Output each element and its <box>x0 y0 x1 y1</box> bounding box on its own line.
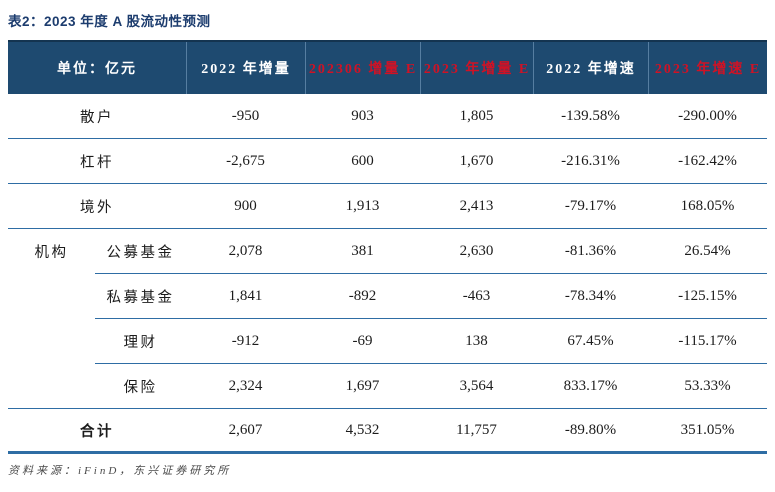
cell-value-4: -162.42% <box>678 152 737 169</box>
cell-value-1: -892 <box>348 288 377 304</box>
liquidity-forecast-table: 单位：亿元 2022 年增量 202306 增量 E 2023 年增量 E 2022 年… <box>8 40 767 454</box>
cell-value-2: 2,630 <box>459 243 494 259</box>
header-cell-5: 2023 年增速 E <box>648 42 767 94</box>
table-header-row: 单位：亿元 2022 年增量 202306 增量 E 2023 年增量 E 2022 年… <box>8 40 767 94</box>
table-row-ganggan: 杠杆 -2,675 600 1,670 -216.31% -162.42% <box>8 139 767 184</box>
cell-value-4: 26.54% <box>684 243 731 259</box>
cell-value-1: 4,532 <box>345 421 380 438</box>
cell-value-4: -125.15% <box>678 288 737 304</box>
cell-value-0: -2,675 <box>226 152 265 169</box>
source-note: 资料来源：iFinD，东兴证券研究所 <box>8 465 232 477</box>
cell-value-2: -463 <box>462 288 491 304</box>
cell-value-3: -89.80% <box>564 421 617 438</box>
row-label: 公募基金 <box>106 245 175 261</box>
cell-value-0: -950 <box>231 107 260 124</box>
header-cell-1: 2022 年增量 <box>186 42 305 94</box>
cell-value-4: 168.05% <box>680 197 735 214</box>
header-cell-4: 2022 年增速 <box>533 42 648 94</box>
cell-value-4: 351.05% <box>680 421 735 438</box>
cell-value-3: -139.58% <box>561 107 620 124</box>
table-row-jingwai: 境外 900 1,913 2,413 -79.17% 168.05% <box>8 184 767 229</box>
cell-value-3: 833.17% <box>563 377 618 394</box>
cell-value-2: 3,564 <box>459 377 494 394</box>
cell-value-2: 11,757 <box>456 421 497 438</box>
cell-value-1: 381 <box>351 243 374 259</box>
cell-value-0: 1,841 <box>228 288 263 304</box>
cell-value-0: 2,607 <box>228 421 263 438</box>
header-cell-3: 2023 年增量 E <box>420 42 533 94</box>
table-row-simu: 私募基金 1,841 -892 -463 -78.34% -125.15% <box>8 274 767 319</box>
report-page: 表2：2023 年度 A 股流动性预测 单位：亿元 2022 年增量 202306 … <box>8 14 767 477</box>
cell-value-2: 138 <box>465 333 488 349</box>
header-cell-0: 单位：亿元 <box>57 62 137 77</box>
cell-value-3: -216.31% <box>561 152 620 169</box>
cell-value-1: 903 <box>351 107 374 124</box>
row-label: 私募基金 <box>106 290 175 306</box>
cell-value-2: 1,670 <box>459 152 494 169</box>
cell-value-3: -81.36% <box>564 243 617 259</box>
table-row-licai: 理财 -912 -69 138 67.45% -115.17% <box>8 319 767 364</box>
cell-value-4: 53.33% <box>684 377 731 394</box>
header-cell-2: 202306 增量 E <box>305 42 420 94</box>
group-label: 机构 <box>34 245 69 261</box>
partial-divider <box>95 318 767 319</box>
cell-value-3: -79.17% <box>564 197 617 214</box>
table-title: 表2：2023 年度 A 股流动性预测 <box>8 14 211 29</box>
table-row-sanhu: 散户 -950 903 1,805 -139.58% -290.00% <box>8 94 767 139</box>
table-body: 散户 -950 903 1,805 -139.58% -290.00% 杠杆 -2,675 60… <box>8 94 767 454</box>
cell-value-3: -78.34% <box>564 288 617 304</box>
row-label: 保险 <box>123 379 158 396</box>
row-label: 理财 <box>123 335 158 351</box>
table-row-heji: 合计 2,607 4,532 11,757 -89.80% 351.05% <box>8 409 767 454</box>
row-label: 杠杆 <box>80 154 114 171</box>
partial-divider <box>95 363 767 364</box>
cell-value-0: 2,078 <box>228 243 263 259</box>
partial-divider <box>95 273 767 274</box>
cell-value-0: -912 <box>231 333 260 349</box>
cell-value-1: 1,697 <box>345 377 380 394</box>
row-label: 合计 <box>80 423 114 440</box>
cell-value-4: -290.00% <box>678 107 737 124</box>
cell-value-1: 600 <box>351 152 374 169</box>
table-row-baoxian: 保险 2,324 1,697 3,564 833.17% 53.33% <box>8 364 767 409</box>
row-label: 散户 <box>80 109 114 126</box>
row-label: 境外 <box>80 199 114 216</box>
cell-value-1: 1,913 <box>345 197 380 214</box>
cell-value-2: 2,413 <box>459 197 494 214</box>
cell-value-4: -115.17% <box>678 333 737 349</box>
cell-value-0: 900 <box>234 197 257 214</box>
cell-value-3: 67.45% <box>567 333 614 349</box>
cell-value-0: 2,324 <box>228 377 263 394</box>
table-row-gongmu: 机构 公募基金 2,078 381 2,630 -81.36% 26.54% <box>8 229 767 274</box>
cell-value-2: 1,805 <box>459 107 494 124</box>
cell-value-1: -69 <box>352 333 373 349</box>
